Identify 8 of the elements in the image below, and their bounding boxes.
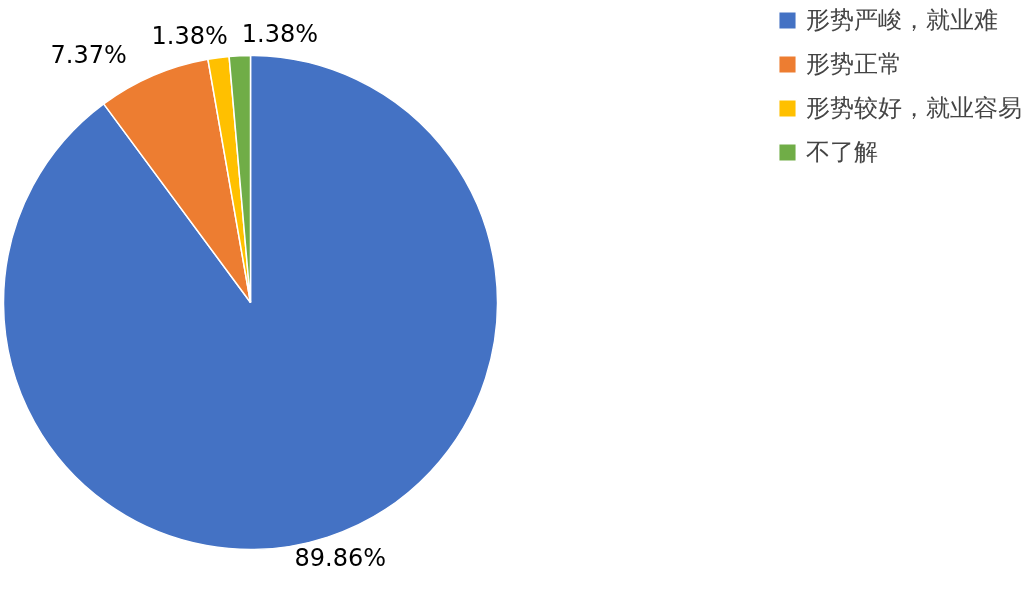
legend-label: 形势严峻，就业难 bbox=[806, 5, 998, 36]
legend-label: 不了解 bbox=[806, 137, 878, 168]
data-label: 7.37% bbox=[50, 41, 127, 70]
data-label: 89.86% bbox=[294, 543, 387, 572]
data-label: 1.38% bbox=[241, 19, 319, 48]
legend-label: 形势正常 bbox=[806, 49, 902, 80]
data-label: 1.38% bbox=[151, 21, 228, 50]
legend-label: 形势较好，就业容易 bbox=[806, 93, 1022, 124]
